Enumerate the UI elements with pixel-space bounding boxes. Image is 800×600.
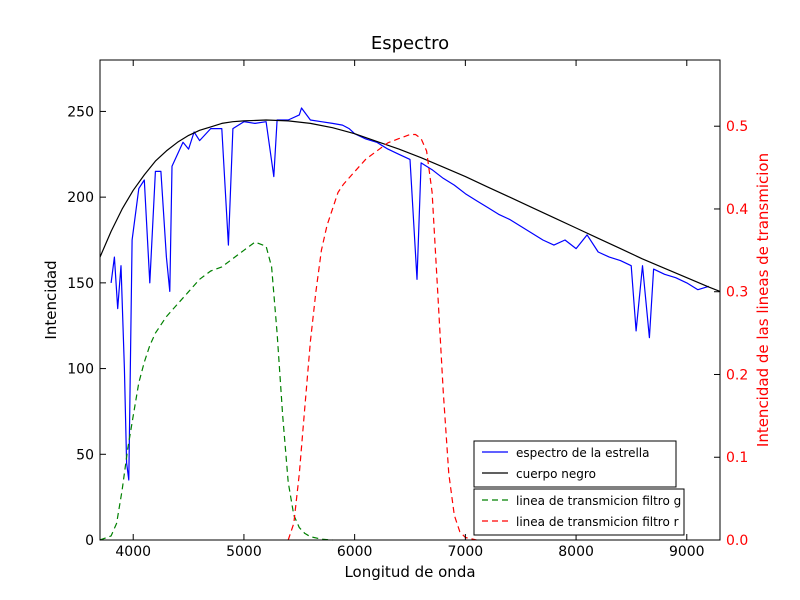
y2-tick-label: 0.4 — [726, 202, 748, 218]
y-tick-label: 0 — [85, 533, 94, 549]
x-tick-label: 9000 — [669, 544, 705, 560]
x-tick-label: 8000 — [558, 544, 594, 560]
y-tick-label: 150 — [67, 276, 94, 292]
x-axis: 4000 5000 6000 7000 8000 9000 — [115, 60, 705, 560]
legend-label-blackbody: cuerpo negro — [516, 467, 596, 481]
series-line-3 — [287, 133, 477, 541]
y2-tick-label: 0.0 — [726, 533, 748, 549]
legend-label-filter-r: linea de transmicion filtro r — [516, 515, 679, 529]
legend-label-spectrum: espectro de la estrella — [516, 446, 650, 460]
series-line-0 — [110, 107, 710, 481]
series-line-1 — [99, 119, 721, 292]
y2-tick-label: 0.2 — [726, 367, 748, 383]
legend-frame — [473, 440, 677, 488]
y-tick-label: 100 — [67, 362, 94, 378]
y-axis-right: 0.0 0.1 0.2 0.3 0.4 0.5 — [714, 119, 748, 549]
y-axis-label: Intencidad — [42, 260, 60, 339]
legend-label-filter-g: linea de transmicion filtro g — [516, 494, 681, 508]
series-layer — [99, 107, 721, 541]
y-axis-left: 0 50 100 150 200 250 — [67, 104, 106, 549]
plot-frame — [99, 59, 721, 541]
y2-tick-label: 0.1 — [726, 450, 748, 466]
legend-spectrum: espectro de la estrella cuerpo negro — [473, 440, 677, 488]
y-tick-label: 250 — [67, 104, 94, 120]
x-tick-label: 5000 — [226, 544, 262, 560]
x-tick-label: 6000 — [337, 544, 373, 560]
chart-title: Espectro — [371, 33, 449, 54]
x-tick-label: 4000 — [115, 544, 151, 560]
y2-tick-label: 0.5 — [726, 119, 748, 135]
x-axis-label: Longitud de onda — [344, 563, 475, 581]
legend-frame — [473, 488, 685, 536]
legend-filters: linea de transmicion filtro g linea de t… — [473, 488, 685, 536]
y-tick-label: 200 — [67, 190, 94, 206]
x-tick-label: 7000 — [448, 544, 484, 560]
y-tick-label: 50 — [76, 447, 94, 463]
y2-tick-label: 0.3 — [726, 285, 748, 301]
y2-axis-label: Intencidad de las lineas de transmicion — [754, 153, 772, 447]
